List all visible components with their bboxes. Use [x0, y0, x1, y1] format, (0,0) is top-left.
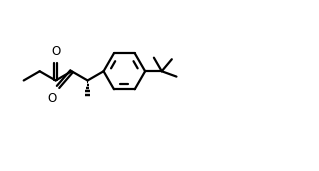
- Text: O: O: [51, 45, 60, 58]
- Text: O: O: [48, 92, 57, 105]
